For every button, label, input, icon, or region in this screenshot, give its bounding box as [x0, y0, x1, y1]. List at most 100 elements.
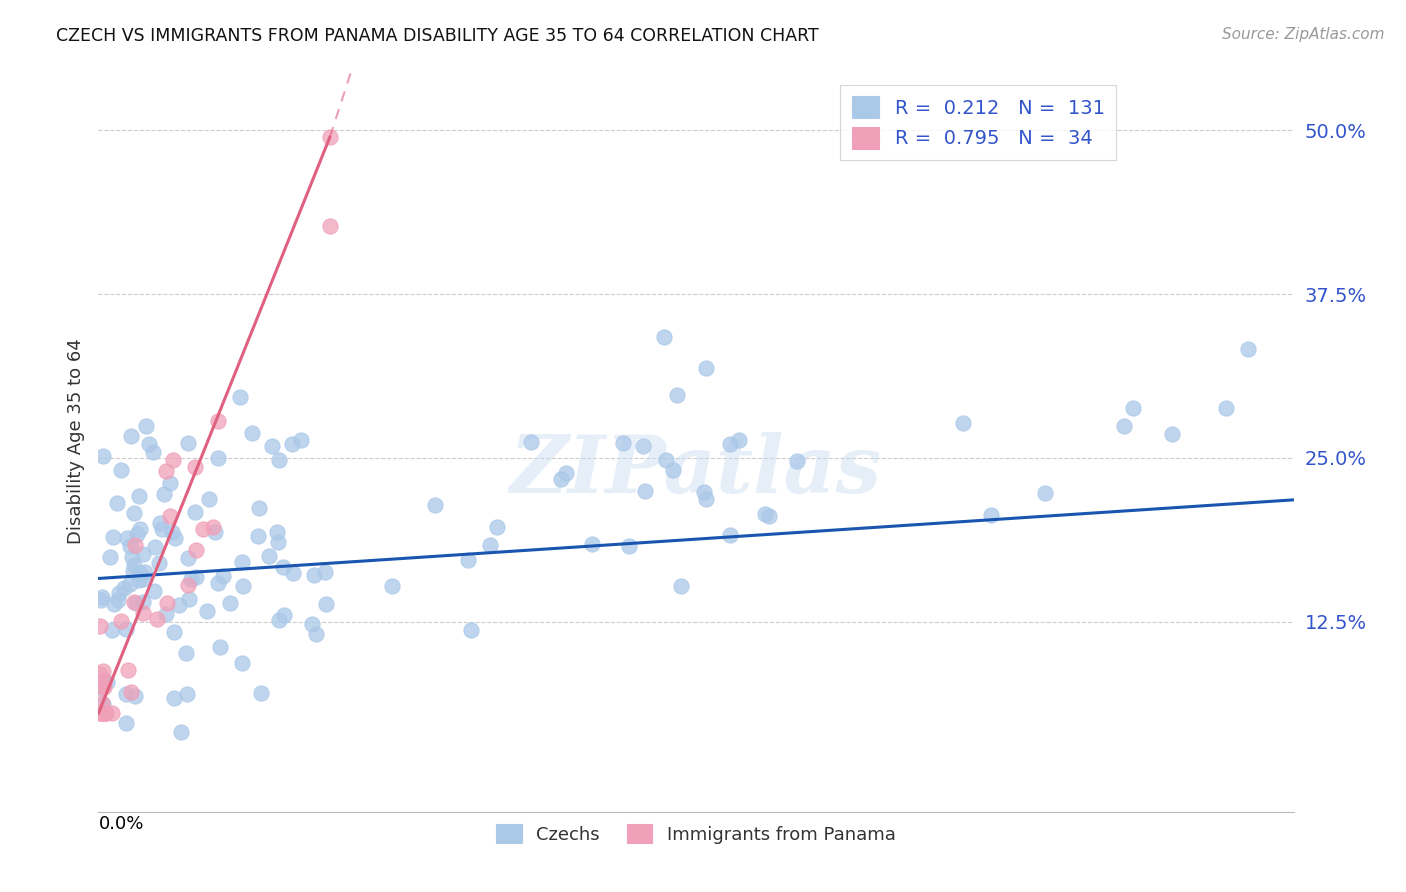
Point	[302, 568, 325, 582]
Point	[612, 435, 634, 450]
Point	[786, 453, 808, 467]
Point	[122, 564, 145, 578]
Point	[110, 463, 132, 477]
Point	[124, 558, 146, 572]
Point	[156, 596, 179, 610]
Legend: Czechs, Immigrants from Panama: Czechs, Immigrants from Panama	[489, 816, 903, 851]
Point	[250, 686, 273, 700]
Point	[93, 680, 115, 694]
Point	[457, 553, 479, 567]
Point	[654, 329, 676, 343]
Point	[167, 598, 190, 612]
Point	[208, 640, 231, 654]
Point	[96, 706, 118, 721]
Point	[163, 690, 186, 705]
Point	[105, 495, 128, 509]
Point	[195, 604, 218, 618]
Point	[115, 687, 138, 701]
Point	[520, 435, 543, 450]
Point	[146, 612, 169, 626]
Point	[184, 543, 207, 558]
Point	[631, 439, 654, 453]
Point	[1160, 427, 1182, 442]
Point	[91, 680, 114, 694]
Point	[1112, 419, 1135, 434]
Point	[423, 498, 446, 512]
Point	[101, 623, 124, 637]
Point	[114, 716, 136, 731]
Point	[180, 573, 202, 587]
Point	[155, 463, 177, 477]
Point	[184, 570, 207, 584]
Point	[124, 538, 146, 552]
Point	[124, 506, 146, 520]
Point	[262, 439, 284, 453]
Point	[93, 674, 115, 689]
Point	[93, 706, 115, 721]
Point	[90, 706, 112, 721]
Point	[101, 706, 124, 721]
Point	[174, 646, 197, 660]
Point	[758, 508, 780, 523]
Point	[191, 522, 214, 536]
Point	[138, 437, 160, 451]
Point	[93, 674, 115, 689]
Point	[162, 524, 184, 539]
Point	[143, 540, 166, 554]
Point	[120, 540, 142, 554]
Point	[695, 492, 717, 507]
Point	[634, 483, 657, 498]
Point	[114, 581, 136, 595]
Point	[107, 592, 129, 607]
Point	[90, 706, 112, 721]
Point	[153, 486, 176, 500]
Point	[120, 685, 142, 699]
Point	[162, 453, 184, 467]
Point	[177, 578, 200, 592]
Point	[381, 579, 404, 593]
Y-axis label: Disability Age 35 to 64: Disability Age 35 to 64	[66, 339, 84, 544]
Point	[269, 452, 291, 467]
Point	[207, 576, 229, 591]
Point	[581, 536, 603, 550]
Point	[121, 549, 143, 564]
Point	[218, 596, 240, 610]
Point	[124, 690, 146, 704]
Point	[94, 706, 117, 721]
Point	[96, 674, 118, 689]
Point	[301, 617, 323, 632]
Point	[198, 491, 221, 506]
Text: Source: ZipAtlas.com: Source: ZipAtlas.com	[1222, 27, 1385, 42]
Point	[952, 416, 974, 430]
Point	[129, 566, 152, 580]
Point	[201, 519, 224, 533]
Point	[94, 706, 117, 721]
Point	[132, 606, 155, 620]
Text: 0.0%: 0.0%	[98, 815, 143, 833]
Point	[229, 390, 252, 404]
Point	[319, 219, 342, 233]
Point	[273, 607, 295, 622]
Point	[103, 597, 125, 611]
Point	[184, 505, 207, 519]
Point	[91, 696, 114, 710]
Point	[115, 622, 138, 636]
Point	[207, 414, 229, 428]
Point	[152, 522, 174, 536]
Point	[90, 593, 112, 607]
Point	[280, 436, 302, 450]
Point	[134, 565, 156, 579]
Point	[655, 452, 678, 467]
Point	[91, 449, 114, 463]
Point	[754, 507, 776, 521]
Point	[692, 485, 714, 500]
Point	[319, 129, 342, 144]
Point	[98, 550, 121, 565]
Point	[148, 556, 170, 570]
Point	[247, 529, 270, 543]
Point	[247, 500, 270, 515]
Point	[107, 586, 129, 600]
Point	[271, 559, 294, 574]
Point	[89, 706, 111, 721]
Point	[91, 590, 114, 604]
